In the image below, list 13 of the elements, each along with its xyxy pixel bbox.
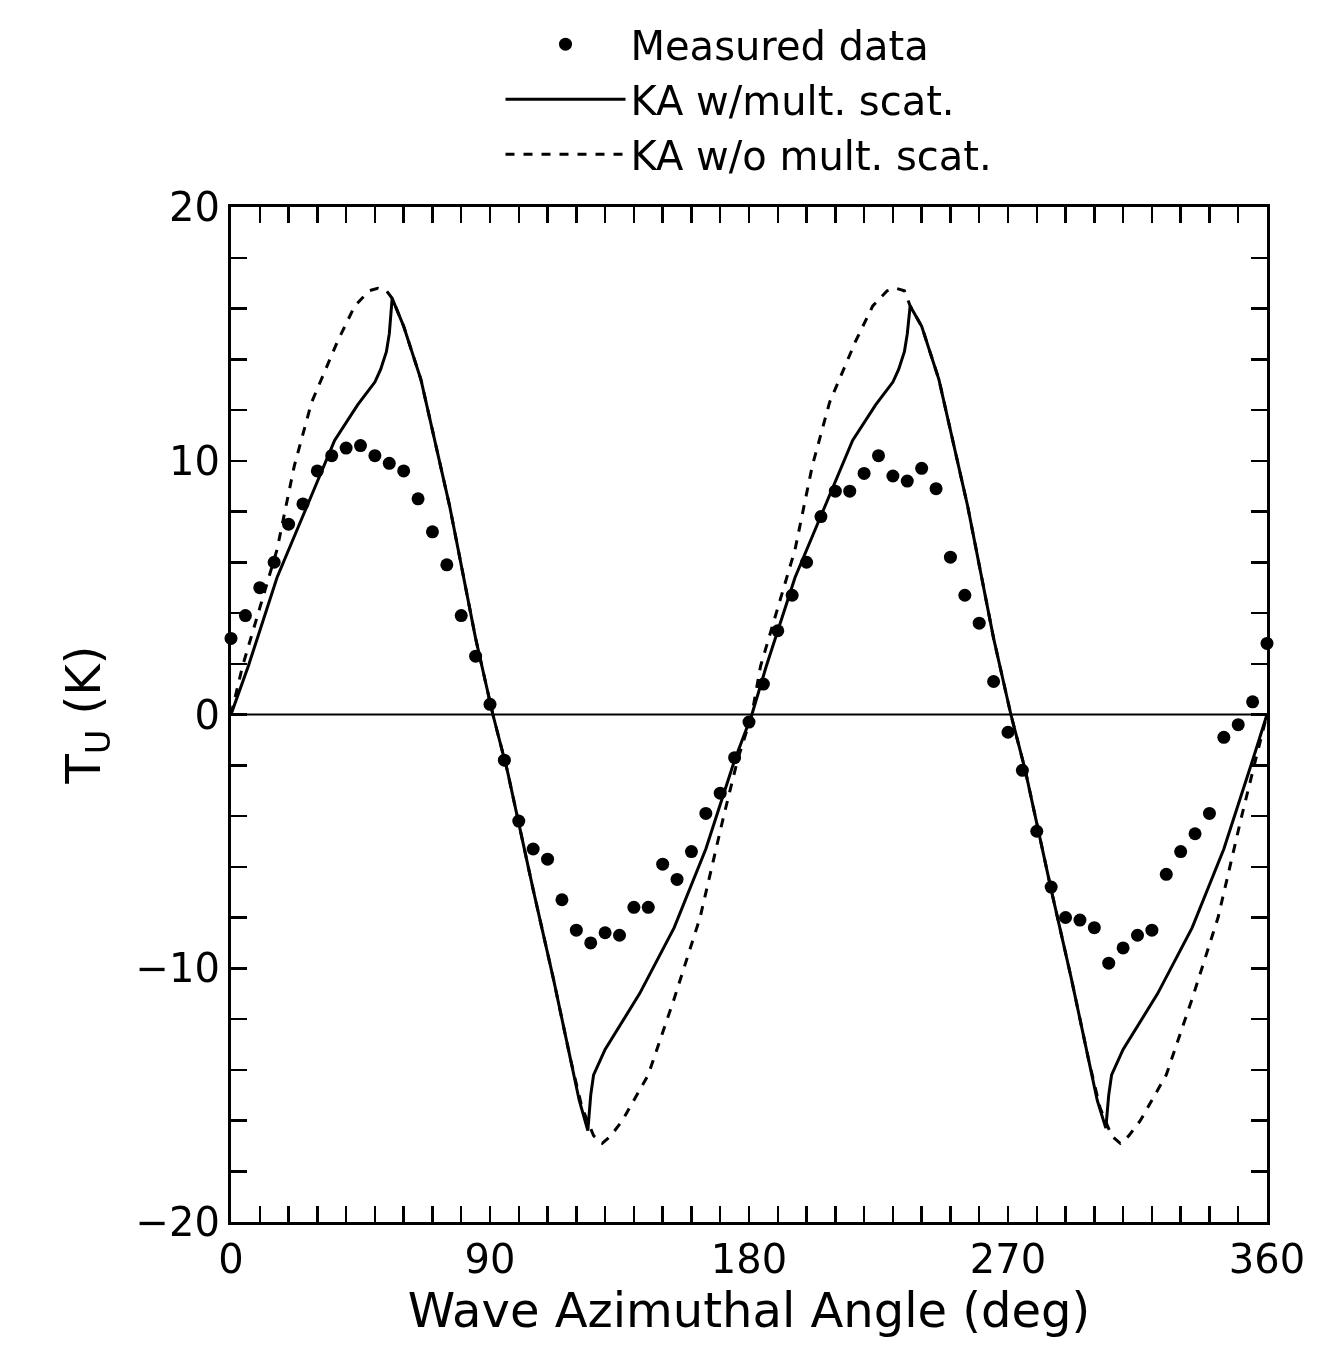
y-tick-label: 20	[169, 184, 220, 230]
legend-label: Measured data	[630, 22, 929, 69]
y-tick-label: 10	[169, 437, 220, 484]
y-tick-label: −10	[135, 945, 220, 992]
y-tick-label: −20	[135, 1199, 220, 1245]
x-tick-label: 360	[1228, 1236, 1306, 1282]
legend-label: KA w/mult. scat.	[630, 77, 955, 124]
y-tick-label: 0	[194, 691, 220, 738]
x-tick-label: 180	[710, 1236, 788, 1282]
x-tick-label: 270	[969, 1236, 1047, 1282]
x-axis-title: Wave Azimuthal Angle (deg)	[407, 1282, 1091, 1338]
x-tick-label: 90	[464, 1236, 516, 1282]
legend-label: KA w/o mult. scat.	[630, 132, 992, 179]
